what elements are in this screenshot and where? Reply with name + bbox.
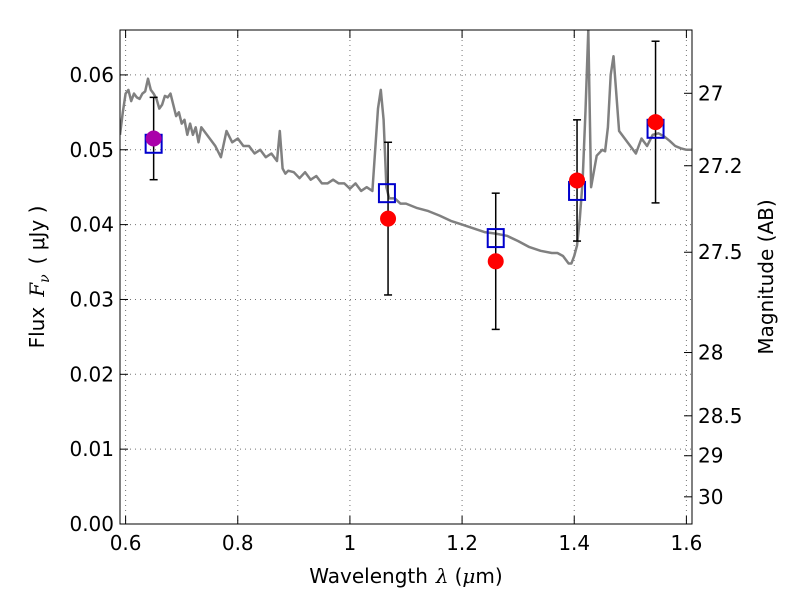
y-axis-label-unit: ( μJy ): [25, 206, 49, 265]
y-tick-label: 0.06: [69, 63, 114, 87]
y-tick-label: 0.04: [69, 213, 114, 237]
y-tick-label: 0.01: [69, 437, 114, 461]
y-tick-label: 0.03: [69, 287, 114, 311]
photometry-square-marker: [377, 183, 396, 204]
measurement-circle-marker: [647, 114, 664, 131]
x-axis-label: Wavelength λ (μm): [309, 564, 502, 588]
plot-background: [120, 30, 692, 524]
mag-tick-label: 27.5: [698, 240, 743, 264]
x-tick-label: 0.6: [110, 531, 142, 555]
mag-tick-label: 27: [698, 81, 723, 105]
x-axis-label-unit-open: (: [455, 564, 463, 588]
y-tick-label: 0.05: [69, 138, 114, 162]
x-axis-label-unit-close: ): [495, 564, 503, 588]
model-spectrum-line: [120, 30, 692, 265]
measurement-circle-marker: [145, 130, 162, 147]
spectrum-layer: [120, 30, 692, 265]
y-axis-label-symbol: F: [25, 282, 49, 298]
y2-axis-label: Magnitude (AB): [754, 199, 778, 354]
x-tick-label: 1.6: [670, 531, 702, 555]
y-axis-label-text: Flux: [25, 307, 49, 349]
y-tick-label: 0.02: [69, 362, 114, 386]
x-axis-label-text: Wavelength: [309, 564, 428, 588]
marker-layer: [144, 114, 665, 270]
mag-tick-label: 28: [698, 341, 723, 365]
measurement-circle-marker: [380, 210, 397, 227]
x-axis-label-unit-m: m: [475, 564, 494, 588]
y-axis-label: Flux Fν ( μJy ): [25, 206, 53, 349]
x-tick-label: 1: [344, 531, 357, 555]
measurement-circle-marker: [569, 172, 586, 189]
x-axis-label-unit-mu: μ: [462, 564, 475, 588]
mag-tick-label: 27.2: [698, 154, 743, 178]
mag-tick-label: 29: [698, 444, 723, 468]
grid-layer: [120, 30, 692, 525]
x-tick-label: 1.2: [446, 531, 478, 555]
y-axis-label-subscript: ν: [37, 274, 53, 283]
photometry-square-marker: [486, 228, 505, 249]
x-tick-label: 1.4: [558, 531, 590, 555]
x-axis-label-symbol: λ: [435, 564, 449, 588]
tick-layer: 0.6 0.8 1 1.2 1.4 1.6 0.00 0.01 0.02 0.03 0.04 0.05…: [69, 30, 743, 555]
mag-tick-label: 28.5: [698, 404, 743, 428]
mag-tick-label: 30: [698, 485, 723, 509]
x-tick-label: 0.8: [222, 531, 254, 555]
y-tick-label: 0.00: [69, 512, 114, 536]
plot-frame: [119, 29, 693, 525]
measurement-circle-marker: [487, 253, 504, 270]
